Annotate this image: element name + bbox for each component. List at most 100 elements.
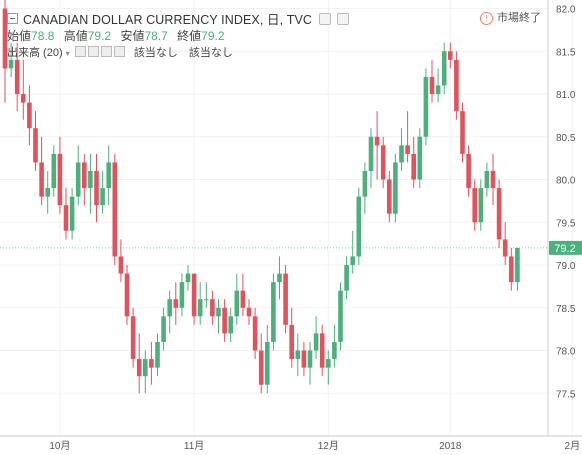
candle-body: [240, 290, 246, 308]
candle-body: [118, 256, 124, 274]
low-value: 78.7: [144, 29, 168, 43]
y-tick-label: 77.5: [556, 389, 576, 400]
candle-body: [27, 102, 32, 129]
candle-body: [502, 239, 508, 257]
candle-body: [435, 85, 441, 95]
candle-body: [356, 196, 362, 257]
candle-body: [380, 145, 386, 180]
volume-na-1: 該当なし: [133, 47, 178, 59]
candle-body: [374, 136, 380, 146]
high-label: 高値: [63, 29, 88, 43]
candle-body: [484, 170, 490, 189]
candle-body: [490, 170, 496, 189]
candle-body: [313, 333, 319, 351]
close-value: 79.2: [201, 29, 225, 43]
y-tick-label: 80.0: [556, 176, 576, 187]
candle-body: [204, 299, 209, 301]
candle-body: [143, 359, 148, 377]
candle-body: [100, 188, 105, 206]
y-tick-label: 78.0: [556, 347, 576, 358]
x-tick-label: 2018: [439, 441, 462, 452]
y-tick-label: 81.0: [556, 90, 576, 101]
volume-na-2: 該当なし: [188, 47, 233, 59]
candle-body: [405, 145, 410, 154]
candles: [2, 0, 520, 394]
candle-body: [332, 341, 337, 360]
candle-body: [191, 273, 197, 317]
candle-body: [57, 153, 63, 206]
candle-body: [472, 188, 477, 223]
candle-body: [362, 170, 368, 197]
symbol-legend: CANADIAN DOLLAR CURRENCY INDEX, 日, TVC: [7, 9, 350, 28]
candle-body: [448, 51, 453, 60]
add-icon[interactable]: [100, 46, 112, 57]
hide-icon[interactable]: [337, 13, 350, 25]
candle-body: [368, 136, 374, 171]
candle-body: [130, 316, 136, 360]
candle-body: [185, 273, 191, 283]
candle-body: [8, 59, 14, 69]
candle-body: [277, 273, 282, 283]
x-tick-label: 11月: [184, 440, 204, 452]
x-tick-label: 10月: [49, 440, 70, 452]
volume-label[interactable]: 出来高 (20): [7, 47, 63, 59]
remove-icon[interactable]: [113, 46, 125, 57]
candle-body: [14, 59, 20, 95]
candle-body: [228, 316, 233, 334]
y-tick-label: 79.0: [556, 261, 576, 272]
y-tick-label: 81.5: [556, 47, 576, 58]
candle-body: [460, 111, 465, 154]
candle-body: [136, 359, 142, 377]
candle-body: [429, 76, 435, 95]
candle-body: [39, 162, 44, 197]
candle-body: [45, 188, 50, 197]
candle-body: [75, 162, 81, 197]
candle-body: [301, 350, 307, 368]
y-tick-label: 78.5: [556, 304, 576, 315]
x-tick-label: 12月: [318, 440, 339, 452]
low-label: 安値: [120, 29, 145, 43]
candle-body: [197, 299, 203, 317]
candle-body: [63, 205, 69, 231]
last-price-label: 79.2: [549, 240, 582, 255]
candle-body: [393, 162, 398, 214]
candle-body: [167, 299, 172, 317]
open-label: 始値: [7, 29, 32, 43]
candle-body: [417, 136, 423, 180]
candle-body: [210, 299, 215, 317]
chevron-down-icon[interactable]: ▾: [65, 49, 70, 58]
candle-body: [161, 316, 166, 342]
candle-body: [295, 350, 301, 360]
grid-lines: [0, 0, 573, 436]
candle-body: [112, 162, 118, 257]
y-tick-label: 79.5: [556, 218, 576, 229]
price-axis[interactable]: 77.5 78.0 78.5 79.0 79.5 80.0 80.5 81.0 81.5 82.0: [556, 5, 576, 401]
candle-body: [265, 341, 270, 385]
x-tick-label: 2月: [565, 440, 581, 452]
hide-volume-icon[interactable]: [74, 46, 86, 57]
candle-body: [155, 341, 160, 368]
settings-icon[interactable]: [318, 13, 331, 25]
candle-body: [69, 196, 75, 231]
candle-body: [246, 307, 252, 317]
candle-body: [399, 145, 404, 163]
settings-volume-icon[interactable]: [87, 46, 99, 57]
candle-body: [222, 307, 227, 334]
y-tick-label: 80.5: [556, 133, 576, 144]
candle-body: [289, 324, 294, 360]
y-tick-label: 82.0: [556, 5, 576, 16]
candle-body: [283, 273, 288, 325]
candle-body: [88, 170, 93, 189]
volume-legend: 出来高 (20) ▾ 該当なし 該当なし: [7, 44, 233, 60]
candle-body: [338, 290, 343, 342]
candle-body: [307, 350, 313, 368]
collapse-icon[interactable]: [7, 13, 18, 24]
candle-body: [258, 350, 264, 385]
time-axis[interactable]: 10月11月12月20182月3月: [49, 440, 582, 452]
candle-body: [94, 170, 99, 206]
candle-body: [124, 273, 130, 317]
candle-body: [454, 59, 459, 112]
candle-body: [423, 76, 429, 137]
candle-body: [33, 128, 38, 163]
